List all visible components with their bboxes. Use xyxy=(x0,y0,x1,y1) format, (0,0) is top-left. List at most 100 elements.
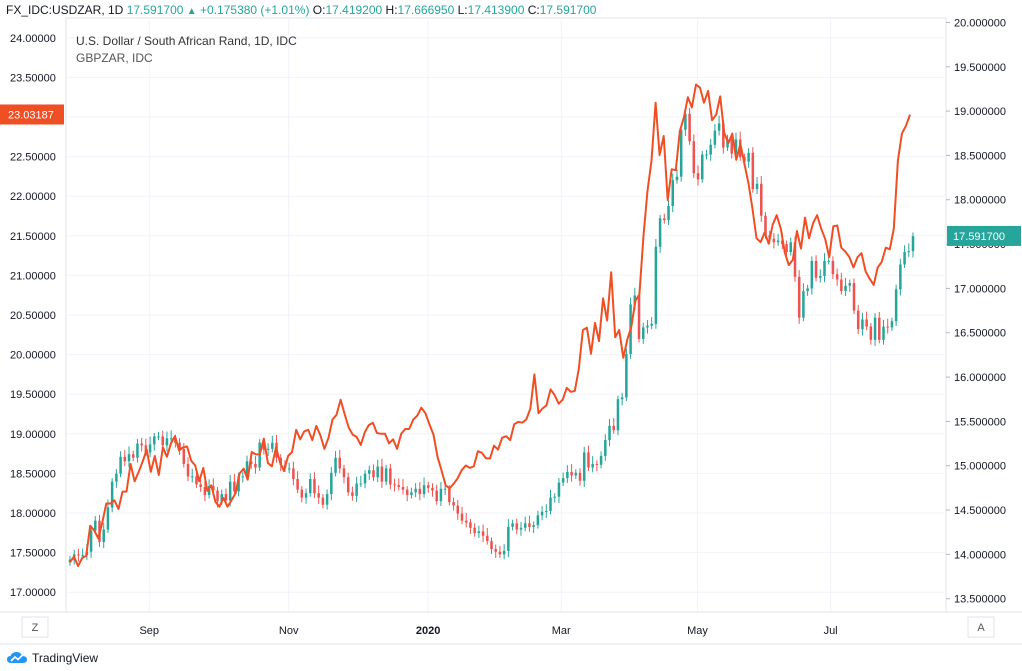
candle-body xyxy=(464,520,468,523)
candle-body xyxy=(443,488,447,490)
left-tick-label: 24.00000 xyxy=(10,33,56,45)
candle-body xyxy=(751,152,755,190)
candle-body xyxy=(519,527,523,530)
candle-body xyxy=(317,493,320,498)
candle-body xyxy=(81,555,84,557)
candle-body xyxy=(591,463,594,468)
candle-body xyxy=(802,291,805,318)
close-value: 17.591700 xyxy=(539,3,597,17)
legend-main-series[interactable]: U.S. Dollar / South African Rand, 1D, ID… xyxy=(76,34,297,48)
left-tick-label: 21.00000 xyxy=(10,270,56,282)
open-value: 17.419200 xyxy=(325,3,383,17)
candle-body xyxy=(646,325,649,328)
candle-body xyxy=(469,522,472,528)
candle-body xyxy=(810,260,814,289)
candle-body xyxy=(271,442,274,449)
candle-body xyxy=(296,479,299,490)
candle-body xyxy=(397,485,401,487)
candle-body xyxy=(587,452,590,468)
candle-body xyxy=(785,244,788,253)
candle-body xyxy=(233,481,236,492)
candle-body xyxy=(869,326,873,340)
candle-body xyxy=(819,275,822,278)
right-tick-label: 16.500000 xyxy=(954,328,1006,340)
auto-scale-right-button[interactable] xyxy=(967,616,995,638)
legend-compare-series[interactable]: GBPZAR, IDC xyxy=(76,51,153,65)
candle-body xyxy=(355,483,358,496)
candle-body xyxy=(566,471,569,479)
candle-body xyxy=(578,472,582,481)
candle-body xyxy=(89,530,93,552)
candle-body xyxy=(346,477,350,493)
symbol-title[interactable]: FX_IDC:USDZAR, 1D xyxy=(6,3,124,17)
left-tick-label: 22.00000 xyxy=(10,191,56,203)
candle-body xyxy=(157,436,160,438)
candle-body xyxy=(814,260,818,278)
candle-body xyxy=(405,489,409,495)
candle-body xyxy=(545,510,548,512)
candle-body xyxy=(536,515,540,526)
candle-body xyxy=(641,327,645,339)
axis-corner-buttons: Z A xyxy=(21,616,995,638)
candle-body xyxy=(549,497,552,511)
candle-body xyxy=(477,531,481,534)
candle-body xyxy=(570,471,573,476)
left-tick-label: 19.00000 xyxy=(10,429,56,441)
candle-body xyxy=(186,463,190,477)
left-last-price-box xyxy=(0,104,64,125)
candle-body xyxy=(435,490,438,502)
right-tick-label: 18.000000 xyxy=(954,195,1006,207)
candle-body xyxy=(620,397,624,400)
candle-body xyxy=(384,468,388,482)
candle-body xyxy=(393,484,396,486)
left-tick-label: 21.50000 xyxy=(10,231,56,243)
candle-body xyxy=(705,154,708,156)
left-tick-label: 17.00000 xyxy=(10,587,56,599)
candle-body xyxy=(325,494,329,505)
candle-body xyxy=(363,473,367,484)
right-price-axis: 13.500000 14.000000 14.500000 15.000000 15.5… xyxy=(946,17,1006,606)
candle-body xyxy=(848,283,852,286)
time-tick-label: Mar xyxy=(552,625,571,637)
candle-body xyxy=(195,476,198,485)
auto-scale-left-button[interactable] xyxy=(21,616,49,638)
candle-body xyxy=(389,468,392,485)
candle-body xyxy=(161,436,164,446)
candle-body xyxy=(292,468,295,480)
brand-name: TradingView xyxy=(32,651,99,665)
candle-body xyxy=(486,535,489,542)
candle-body xyxy=(237,476,240,492)
candle-body xyxy=(772,238,776,243)
tradingview-cloud-icon xyxy=(7,652,27,663)
chart-grid xyxy=(65,17,947,613)
candle-body xyxy=(595,463,599,465)
right-tick-label: 19.500000 xyxy=(954,62,1006,74)
candle-body xyxy=(776,240,780,243)
close-label: C: xyxy=(527,3,540,17)
candle-body xyxy=(612,425,615,431)
candle-body xyxy=(106,507,110,530)
time-tick-label: 2020 xyxy=(416,625,440,637)
candle-body xyxy=(262,442,266,450)
candle-body xyxy=(212,486,215,491)
candle-body xyxy=(216,490,219,502)
candle-body xyxy=(169,438,173,440)
candle-body xyxy=(422,485,426,495)
tradingview-footer[interactable]: TradingView xyxy=(6,651,98,665)
price-change: +0.175380 (+1.01%) xyxy=(200,3,310,17)
candle-body xyxy=(224,494,228,501)
right-last-price-label: 17.591700 xyxy=(953,231,1005,243)
candle-body xyxy=(528,523,531,527)
candle-body xyxy=(144,445,148,453)
candle-body xyxy=(561,478,565,483)
candle-body xyxy=(490,541,493,550)
candle-body xyxy=(730,139,734,154)
right-tick-label: 19.000000 xyxy=(954,106,1006,118)
candle-body xyxy=(878,317,881,340)
a-label: A xyxy=(977,622,985,634)
time-tick-label: Sep xyxy=(139,625,159,637)
right-tick-label: 14.500000 xyxy=(954,505,1006,517)
candle-body xyxy=(553,496,556,498)
candle-body xyxy=(797,276,801,318)
